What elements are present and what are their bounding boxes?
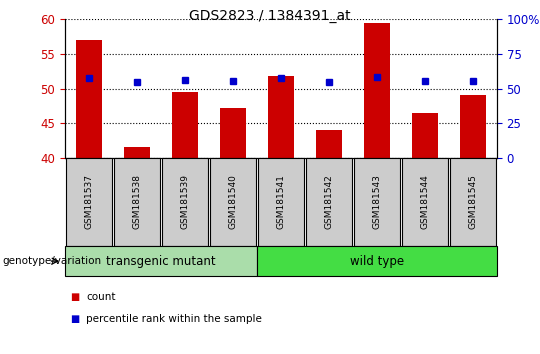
Text: transgenic mutant: transgenic mutant xyxy=(106,255,215,268)
Text: GSM181539: GSM181539 xyxy=(180,174,190,229)
Text: GSM181541: GSM181541 xyxy=(276,174,285,229)
Text: genotype/variation: genotype/variation xyxy=(3,256,102,266)
Text: GSM181538: GSM181538 xyxy=(132,174,141,229)
Text: wild type: wild type xyxy=(350,255,404,268)
Text: count: count xyxy=(86,292,116,302)
Text: GSM181537: GSM181537 xyxy=(84,174,93,229)
Bar xyxy=(460,96,486,158)
Text: GSM181545: GSM181545 xyxy=(468,174,477,229)
Text: GSM181544: GSM181544 xyxy=(420,175,429,229)
Text: ■: ■ xyxy=(70,314,79,324)
Bar xyxy=(315,130,342,158)
Text: GSM181540: GSM181540 xyxy=(228,174,237,229)
Text: GDS2823 / 1384391_at: GDS2823 / 1384391_at xyxy=(189,9,351,23)
Bar xyxy=(363,23,390,158)
Bar xyxy=(411,113,438,158)
Text: ■: ■ xyxy=(70,292,79,302)
Bar xyxy=(220,108,246,158)
Bar xyxy=(76,40,102,158)
Text: GSM181543: GSM181543 xyxy=(372,174,381,229)
Bar xyxy=(172,92,198,158)
Text: GSM181542: GSM181542 xyxy=(325,175,333,229)
Bar xyxy=(268,76,294,158)
Text: percentile rank within the sample: percentile rank within the sample xyxy=(86,314,262,324)
Bar xyxy=(124,147,150,158)
